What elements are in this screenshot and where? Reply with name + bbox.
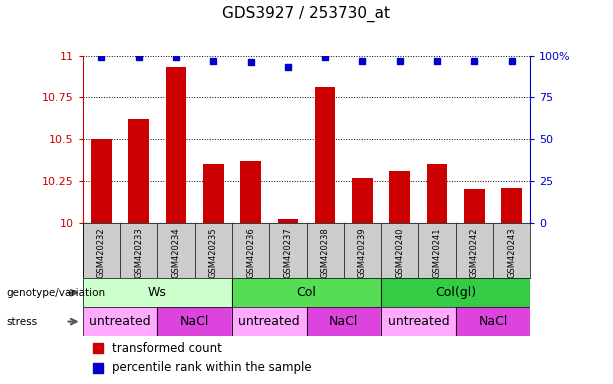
Bar: [91, 139, 112, 223]
Text: GSM420234: GSM420234: [172, 227, 180, 278]
Text: percentile rank within the sample: percentile rank within the sample: [112, 361, 311, 374]
Text: transformed count: transformed count: [112, 342, 222, 355]
Text: GSM420240: GSM420240: [395, 227, 404, 278]
Bar: [389, 171, 410, 223]
Bar: [232, 278, 381, 307]
Bar: [352, 178, 373, 223]
Bar: [427, 164, 447, 223]
Bar: [240, 161, 261, 223]
Text: genotype/variation: genotype/variation: [6, 288, 105, 298]
Bar: [83, 278, 232, 307]
Text: GSM420233: GSM420233: [134, 227, 143, 278]
Bar: [158, 307, 232, 336]
Text: Col: Col: [297, 286, 316, 299]
Text: NaCl: NaCl: [478, 315, 508, 328]
Bar: [158, 307, 232, 336]
Bar: [464, 189, 484, 223]
Text: GSM420238: GSM420238: [321, 227, 330, 278]
Bar: [381, 307, 455, 336]
Bar: [381, 278, 530, 307]
Bar: [455, 307, 530, 336]
Text: GSM420236: GSM420236: [246, 227, 255, 278]
Text: GSM420239: GSM420239: [358, 227, 367, 278]
Text: Col(gl): Col(gl): [435, 286, 476, 299]
Text: untreated: untreated: [89, 315, 151, 328]
Bar: [83, 307, 158, 336]
Bar: [455, 307, 530, 336]
Text: NaCl: NaCl: [329, 315, 359, 328]
Bar: [203, 164, 224, 223]
Text: GSM420235: GSM420235: [209, 227, 218, 278]
Text: GSM420242: GSM420242: [470, 227, 479, 278]
Bar: [306, 307, 381, 336]
Bar: [232, 307, 306, 336]
Bar: [501, 188, 522, 223]
Bar: [129, 119, 149, 223]
Text: GSM420241: GSM420241: [433, 227, 441, 278]
Text: GSM420237: GSM420237: [283, 227, 292, 278]
Bar: [232, 278, 381, 307]
Bar: [278, 219, 298, 223]
Text: stress: stress: [6, 316, 37, 327]
Text: untreated: untreated: [238, 315, 300, 328]
Bar: [381, 278, 530, 307]
Bar: [381, 307, 455, 336]
Text: GDS3927 / 253730_at: GDS3927 / 253730_at: [223, 6, 390, 22]
Text: GSM420243: GSM420243: [507, 227, 516, 278]
Text: NaCl: NaCl: [180, 315, 209, 328]
Text: GSM420232: GSM420232: [97, 227, 106, 278]
Bar: [83, 307, 158, 336]
Bar: [166, 67, 186, 223]
Bar: [315, 88, 335, 223]
Text: Ws: Ws: [148, 286, 167, 299]
Bar: [232, 307, 306, 336]
Bar: [306, 307, 381, 336]
Bar: [83, 278, 232, 307]
Text: untreated: untreated: [387, 315, 449, 328]
